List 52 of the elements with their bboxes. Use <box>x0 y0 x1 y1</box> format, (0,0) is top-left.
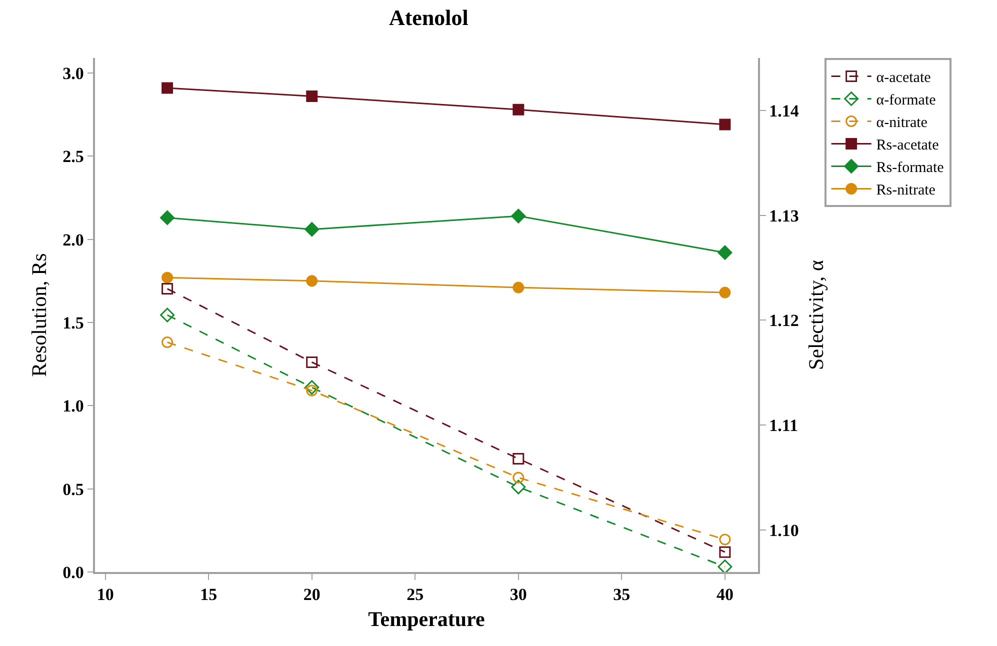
point <box>160 308 175 322</box>
x-tick-label: 35 <box>613 585 630 604</box>
point <box>160 210 175 225</box>
y2-tick-label: 1.13 <box>769 206 799 226</box>
y-tick-label: 2.5 <box>62 147 84 166</box>
point <box>304 222 320 237</box>
y-tick-label: 0.5 <box>62 480 84 499</box>
legend-label: Rs-acetate <box>876 138 940 154</box>
y-axis-title: Resolution, Rs <box>27 253 52 377</box>
x-tick-label: 30 <box>510 585 527 604</box>
y2-tick-label: 1.14 <box>769 101 800 120</box>
point <box>512 472 524 484</box>
y2-tick-label: 1.11 <box>769 416 798 436</box>
y2-tick-label: 1.10 <box>769 520 799 540</box>
point <box>306 275 318 287</box>
legend-label: α-nitrate <box>876 115 928 132</box>
x-tick-label: 20 <box>303 585 320 604</box>
point <box>512 282 524 294</box>
x-axis-title: Temperature <box>368 606 485 631</box>
point <box>719 286 731 298</box>
y-tick-label: 0.0 <box>62 562 84 582</box>
legend-label: α-formate <box>876 92 936 109</box>
point <box>512 452 524 464</box>
x-tick-label: 15 <box>200 585 218 604</box>
point <box>304 380 320 395</box>
point <box>511 208 526 224</box>
point <box>511 480 526 494</box>
y2-axis-title: Selectivity, α <box>804 260 828 370</box>
y-tick-label: 1.5 <box>62 313 84 332</box>
chart-title: Atenolol <box>388 5 468 30</box>
y-tick-label: 1.0 <box>62 396 84 416</box>
x-tick-label: 40 <box>716 585 734 604</box>
point <box>306 90 318 102</box>
y2-tick-label: 1.12 <box>769 311 799 330</box>
point <box>162 336 174 348</box>
legend-label: Rs-nitrate <box>876 182 936 199</box>
legend-label: α-acetate <box>876 70 932 86</box>
point <box>718 245 732 260</box>
x-tick-label: 10 <box>96 585 114 604</box>
point <box>306 356 318 368</box>
point <box>162 272 174 284</box>
point <box>162 82 174 94</box>
point <box>512 104 524 116</box>
point <box>162 283 174 295</box>
point <box>719 118 731 130</box>
point <box>719 534 731 546</box>
x-tick-label: 25 <box>406 585 424 604</box>
y-tick-label: 2.0 <box>62 230 84 250</box>
legend-label: Rs-formate <box>876 160 944 176</box>
point <box>718 560 732 572</box>
y-tick-label: 3.0 <box>62 64 84 83</box>
point <box>719 546 731 558</box>
